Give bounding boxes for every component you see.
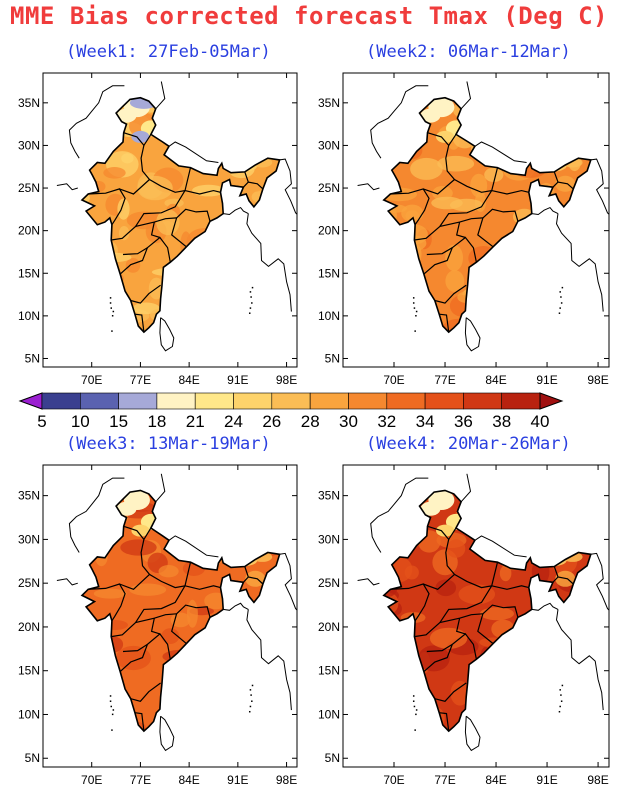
- map-panel-4: 70E 77E 84E 91E 98E 35N 30N 25N 20N 15N 10N 5N: [318, 464, 610, 787]
- lat-tick-label: 25N: [318, 576, 340, 590]
- colorbar-label: 28: [301, 412, 320, 431]
- colorbar-label: 30: [339, 412, 358, 431]
- lat-tick-label: 5N: [325, 751, 340, 765]
- lon-tick-label: 91E: [227, 373, 248, 387]
- lat-tick-label: 30N: [18, 138, 40, 152]
- colorbar-segment: [386, 392, 426, 410]
- lon-tick-label: 70E: [81, 773, 102, 787]
- lon-tick-label: 70E: [383, 373, 404, 387]
- lat-tick-label: 20N: [18, 620, 40, 634]
- lat-tick-label: 15N: [318, 266, 340, 280]
- colorbar-label: 36: [454, 412, 473, 431]
- lat-tick-label: 25N: [18, 576, 40, 590]
- lon-tick-label: 84E: [178, 373, 199, 387]
- main-title: MME Bias corrected forecast Tmax (Deg C): [10, 2, 608, 30]
- colorbar-segment: [271, 392, 311, 410]
- lon-tick-label: 77E: [130, 373, 151, 387]
- lat-tick-label: 15N: [318, 664, 340, 678]
- lon-tick-label: 70E: [81, 373, 102, 387]
- colorbar-label: 21: [186, 412, 205, 431]
- colorbar-segment: [156, 392, 196, 410]
- colorbar-segment: [18, 392, 43, 410]
- lat-tick-label: 30N: [318, 138, 340, 152]
- lat-tick-label: 20N: [318, 620, 340, 634]
- lon-tick-label: 84E: [178, 773, 199, 787]
- map-panel-2: 70E 77E 84E 91E 98E 35N 30N 25N 20N 15N 10N 5N: [318, 72, 610, 387]
- colorbar-label: 26: [262, 412, 281, 431]
- colorbar-segment: [463, 392, 502, 410]
- colorbar-segment: [348, 392, 388, 410]
- lon-tick-label: 98E: [587, 373, 608, 387]
- lon-tick-label: 98E: [587, 773, 608, 787]
- panel-title-week4: (Week4: 20Mar-26Mar): [366, 434, 571, 454]
- lat-tick-label: 20N: [318, 224, 340, 238]
- lat-tick-label: 35N: [18, 96, 40, 110]
- colorbar-label: 5: [37, 412, 46, 431]
- lat-tick-label: 25N: [18, 181, 40, 195]
- panel-title-week1: (Week1: 27Feb-05Mar): [66, 42, 271, 62]
- lat-tick-label: 30N: [318, 532, 340, 546]
- colorbar-segment: [118, 392, 158, 410]
- lon-tick-label: 70E: [383, 773, 404, 787]
- lon-tick-label: 77E: [434, 373, 455, 387]
- colorbar-label: 10: [71, 412, 90, 431]
- lon-tick-label: 91E: [227, 773, 248, 787]
- lat-tick-label: 5N: [25, 751, 40, 765]
- colorbar-label: 24: [224, 412, 243, 431]
- panel-title-week3: (Week3: 13Mar-19Mar): [66, 434, 271, 454]
- colorbar-segment: [41, 392, 81, 410]
- panel-title-week2: (Week2: 06Mar-12Mar): [366, 42, 571, 62]
- lat-tick-label: 10N: [18, 707, 40, 721]
- map-panel-1: 70E 77E 84E 91E 98E 35N 30N 25N 20N 15N 10N 5N: [18, 72, 298, 387]
- colorbar-label: 18: [147, 412, 166, 431]
- lat-tick-label: 15N: [18, 664, 40, 678]
- lon-tick-label: 91E: [536, 773, 557, 787]
- lon-tick-label: 98E: [276, 373, 297, 387]
- lon-tick-label: 84E: [485, 773, 506, 787]
- lon-tick-label: 91E: [536, 373, 557, 387]
- map-panel-3: 70E 77E 84E 91E 98E 35N 30N 25N 20N 15N 10N 5N: [18, 464, 298, 787]
- colorbar-segment: [539, 392, 564, 410]
- lat-tick-label: 20N: [18, 224, 40, 238]
- colorbar-label: 15: [109, 412, 128, 431]
- lon-tick-label: 98E: [276, 773, 297, 787]
- colorbar-segment: [424, 392, 464, 410]
- lat-tick-label: 5N: [325, 351, 340, 365]
- colorbar-segment: [309, 392, 349, 410]
- colorbar-segment: [501, 392, 541, 410]
- lat-tick-label: 35N: [18, 489, 40, 503]
- colorbar-segment: [80, 392, 119, 410]
- lat-tick-label: 10N: [18, 309, 40, 323]
- colorbar: 5 10 15 18 21 24 26 28 30 32 34 36 38 40: [18, 392, 564, 431]
- colorbar-segment: [233, 392, 273, 410]
- lat-tick-label: 30N: [18, 532, 40, 546]
- lon-tick-label: 77E: [434, 773, 455, 787]
- colorbar-label: 32: [377, 412, 396, 431]
- colorbar-segment: [194, 392, 234, 410]
- lat-tick-label: 5N: [25, 351, 40, 365]
- lat-tick-label: 35N: [318, 96, 340, 110]
- lon-tick-label: 84E: [485, 373, 506, 387]
- colorbar-label: 38: [492, 412, 511, 431]
- lat-tick-label: 25N: [318, 181, 340, 195]
- colorbar-label: 34: [416, 412, 435, 431]
- lon-tick-label: 77E: [130, 773, 151, 787]
- lat-tick-label: 10N: [318, 309, 340, 323]
- colorbar-label: 40: [531, 412, 550, 431]
- lat-tick-label: 10N: [318, 707, 340, 721]
- lat-tick-label: 15N: [18, 266, 40, 280]
- lat-tick-label: 35N: [318, 489, 340, 503]
